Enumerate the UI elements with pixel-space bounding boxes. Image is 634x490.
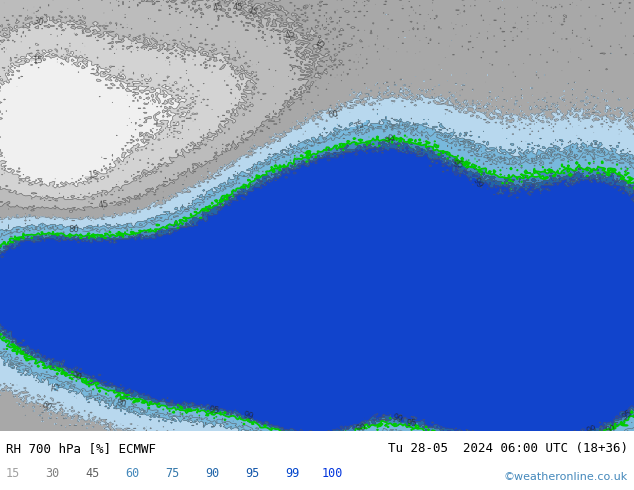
- Text: 45: 45: [232, 2, 243, 12]
- Text: 95: 95: [245, 467, 259, 480]
- Text: 15: 15: [6, 467, 20, 480]
- Text: 45: 45: [86, 467, 100, 480]
- Text: 90: 90: [205, 467, 219, 480]
- Text: 99: 99: [470, 176, 484, 190]
- Text: 45: 45: [212, 1, 224, 13]
- Text: 15: 15: [87, 170, 99, 180]
- Text: 60: 60: [126, 467, 139, 480]
- Text: 95: 95: [452, 159, 464, 171]
- Text: 15: 15: [32, 56, 42, 65]
- Text: 30: 30: [46, 467, 60, 480]
- Text: 99: 99: [285, 467, 299, 480]
- Text: 60: 60: [40, 400, 53, 413]
- Text: 90: 90: [384, 133, 397, 146]
- Text: 45: 45: [246, 5, 259, 17]
- Text: Tu 28-05  2024 06:00 UTC (18+36): Tu 28-05 2024 06:00 UTC (18+36): [387, 442, 628, 455]
- Text: 80: 80: [68, 224, 79, 234]
- Text: 45: 45: [284, 28, 297, 40]
- Text: 100: 100: [321, 467, 343, 480]
- Text: 75: 75: [353, 119, 366, 132]
- Text: 95: 95: [208, 405, 220, 416]
- Text: 99: 99: [242, 410, 254, 421]
- Text: 45: 45: [98, 200, 110, 210]
- Text: ©weatheronline.co.uk: ©weatheronline.co.uk: [503, 472, 628, 482]
- Text: 75: 75: [165, 467, 179, 480]
- Text: 95: 95: [621, 408, 634, 421]
- Text: 45: 45: [316, 37, 329, 50]
- Text: 80: 80: [115, 398, 127, 409]
- Text: RH 700 hPa [%] ECMWF: RH 700 hPa [%] ECMWF: [6, 442, 157, 455]
- Text: 95: 95: [406, 419, 417, 428]
- Text: 99: 99: [391, 412, 404, 424]
- Text: 60: 60: [327, 109, 339, 120]
- Text: 90: 90: [604, 424, 616, 435]
- Text: 90: 90: [70, 371, 83, 383]
- Text: 90: 90: [355, 423, 368, 434]
- Text: 75: 75: [51, 381, 61, 392]
- Text: 99: 99: [585, 424, 598, 436]
- Text: 30: 30: [32, 17, 44, 28]
